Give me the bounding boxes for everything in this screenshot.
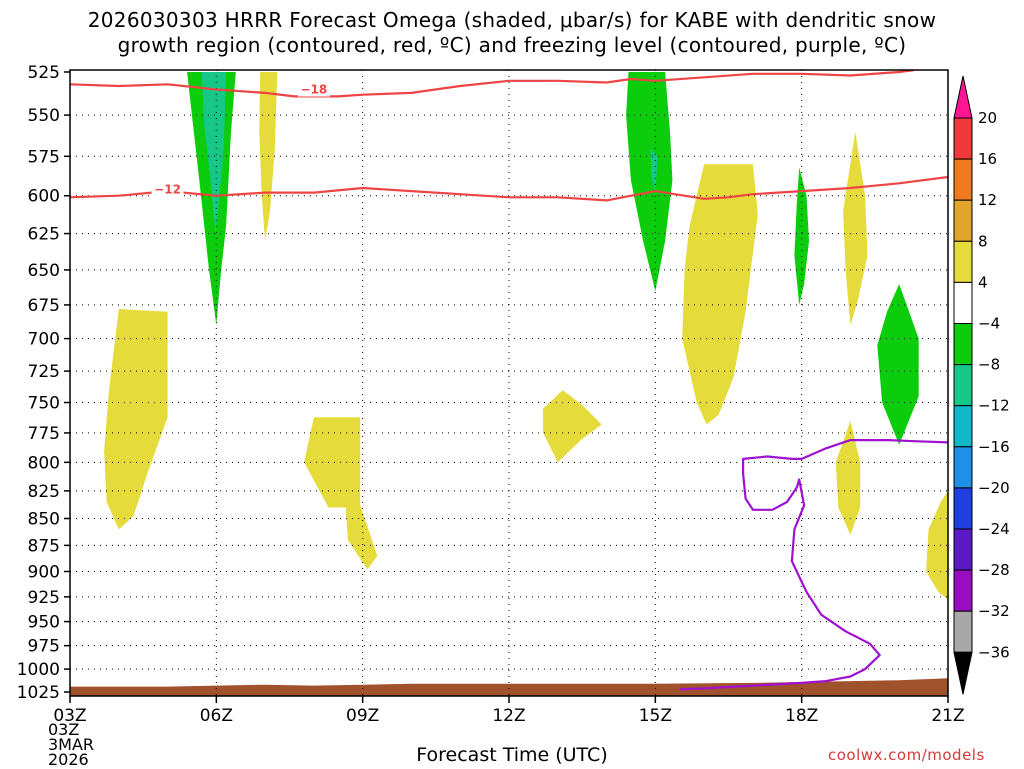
contour-label-bg-dendritic-minus18 bbox=[297, 81, 330, 97]
x-tick-label-12Z: 12Z bbox=[492, 706, 525, 726]
colorbar-cell-2 bbox=[953, 158, 973, 201]
y-tick-label-575: 575 bbox=[28, 147, 60, 167]
x-tick-label-09Z: 09Z bbox=[346, 706, 379, 726]
colorbar-cell-10 bbox=[953, 487, 973, 530]
colorbar-cell-13 bbox=[953, 610, 973, 653]
colorbar-label-0: 20 bbox=[978, 109, 997, 127]
colorbar-label-10: −24 bbox=[978, 520, 1010, 538]
y-tick-label-525: 525 bbox=[28, 63, 60, 83]
colorbar-label-12: −32 bbox=[978, 602, 1010, 620]
x-tick-label-03Z: 03Z bbox=[53, 706, 86, 726]
contour-freezing-level bbox=[679, 439, 948, 691]
date-line-hour: 03Z bbox=[48, 720, 80, 739]
terrain-fill bbox=[70, 678, 948, 696]
credit-label: coolwx.com/models bbox=[828, 746, 985, 764]
y-tick-label-725: 725 bbox=[28, 362, 60, 382]
colorbar-label-5: −4 bbox=[978, 315, 1000, 333]
colorbar-label-4: 4 bbox=[978, 273, 988, 291]
shade-green-15z bbox=[626, 72, 673, 292]
colorbar-cell-8 bbox=[953, 405, 973, 448]
shaded-omega-layer bbox=[104, 72, 948, 600]
y-tick-label-950: 950 bbox=[28, 613, 60, 633]
colorbar-cell-1 bbox=[953, 117, 973, 160]
colorbar-label-8: −16 bbox=[978, 438, 1010, 456]
gridlines bbox=[70, 70, 948, 696]
colorbar-cell-4 bbox=[953, 240, 973, 283]
colorbar: 20 16 12 8 4 −4 −8 −12 −16 −20 −24 −28 −32 −36 bbox=[953, 75, 1010, 695]
shade-yellow-08z bbox=[304, 417, 378, 570]
y-tick-label-1025: 1025 bbox=[17, 683, 60, 703]
contour-label-dendritic-minus18: −18 bbox=[301, 82, 328, 96]
y-tick-label-625: 625 bbox=[28, 225, 60, 245]
x-tick-label-18Z: 18Z bbox=[785, 706, 818, 726]
date-line-day: 3MAR bbox=[48, 735, 95, 754]
contour-label-bg-dendritic-minus12 bbox=[151, 181, 184, 197]
x-tick-label-06Z: 06Z bbox=[200, 706, 233, 726]
shade-yellow-19z-upper bbox=[843, 131, 868, 326]
y-tick-label-675: 675 bbox=[28, 296, 60, 316]
start-date-label: 03Z 3MAR 2026 bbox=[48, 720, 95, 769]
shade-yellow-19z-lower bbox=[835, 420, 861, 535]
y-tick-label-925: 925 bbox=[28, 588, 60, 608]
chart-title-line-1: 2026030303 HRRR Forecast Omega (shaded, … bbox=[87, 8, 937, 32]
y-tick-label-900: 900 bbox=[28, 562, 60, 582]
shade-yellow-16z bbox=[682, 164, 758, 425]
colorbar-arrow-bottom bbox=[953, 651, 973, 695]
colorbar-cell-3 bbox=[953, 199, 973, 242]
colorbar-label-2: 12 bbox=[978, 191, 997, 209]
contour-layer: −18 −12 bbox=[70, 70, 948, 691]
shade-yellow-13z bbox=[543, 390, 602, 463]
y-tick-label-700: 700 bbox=[28, 330, 60, 350]
x-tick-label-21Z: 21Z bbox=[931, 706, 964, 726]
colorbar-label-6: −8 bbox=[978, 356, 1000, 374]
colorbar-label-13: −36 bbox=[978, 643, 1010, 661]
colorbar-label-1: 16 bbox=[978, 150, 997, 168]
colorbar-label-3: 8 bbox=[978, 232, 988, 250]
terrain-layer bbox=[70, 678, 948, 696]
y-tick-label-550: 550 bbox=[28, 106, 60, 126]
colorbar-label-9: −20 bbox=[978, 479, 1010, 497]
x-tick-label-15Z: 15Z bbox=[639, 706, 672, 726]
colorbar-cell-6 bbox=[953, 323, 973, 366]
colorbar-cell-7 bbox=[953, 364, 973, 407]
contour-label-dendritic-minus12: −12 bbox=[154, 183, 181, 197]
shade-yellow-21z bbox=[926, 490, 948, 600]
x-axis-label: Forecast Time (UTC) bbox=[416, 744, 608, 766]
y-tick-label-800: 800 bbox=[28, 453, 60, 473]
shade-green-20z bbox=[877, 284, 919, 445]
y-tick-label-975: 975 bbox=[28, 637, 60, 657]
axis-ticks: 525 550 575 600 625 650 675 700 725 750 775 800 825 8… bbox=[17, 63, 965, 726]
y-tick-label-600: 600 bbox=[28, 187, 60, 207]
y-tick-label-850: 850 bbox=[28, 510, 60, 530]
y-tick-label-875: 875 bbox=[28, 536, 60, 556]
date-line-year: 2026 bbox=[48, 750, 89, 769]
y-tick-label-1000: 1000 bbox=[17, 660, 60, 680]
colorbar-label-11: −28 bbox=[978, 561, 1010, 579]
chart-title-line-2: growth region (contoured, red, ºC) and f… bbox=[117, 33, 907, 57]
shade-teal-06z bbox=[201, 72, 227, 234]
colorbar-cell-12 bbox=[953, 569, 973, 612]
colorbar-arrow-top bbox=[953, 75, 973, 119]
y-tick-label-650: 650 bbox=[28, 261, 60, 281]
y-tick-label-750: 750 bbox=[28, 394, 60, 414]
colorbar-cell-5 bbox=[953, 281, 973, 324]
contour-dendritic-minus18 bbox=[70, 70, 915, 98]
shade-teal-15z bbox=[650, 148, 658, 193]
y-tick-label-775: 775 bbox=[28, 424, 60, 444]
colorbar-label-7: −12 bbox=[978, 397, 1010, 415]
colorbar-cell-9 bbox=[953, 446, 973, 489]
chart-title: 2026030303 HRRR Forecast Omega (shaded, … bbox=[0, 8, 1024, 58]
shade-yellow-04z bbox=[104, 309, 168, 530]
y-tick-label-825: 825 bbox=[28, 482, 60, 502]
shade-green-18z bbox=[794, 167, 809, 305]
colorbar-cell-11 bbox=[953, 528, 973, 571]
contour-dendritic-minus12 bbox=[70, 175, 948, 202]
